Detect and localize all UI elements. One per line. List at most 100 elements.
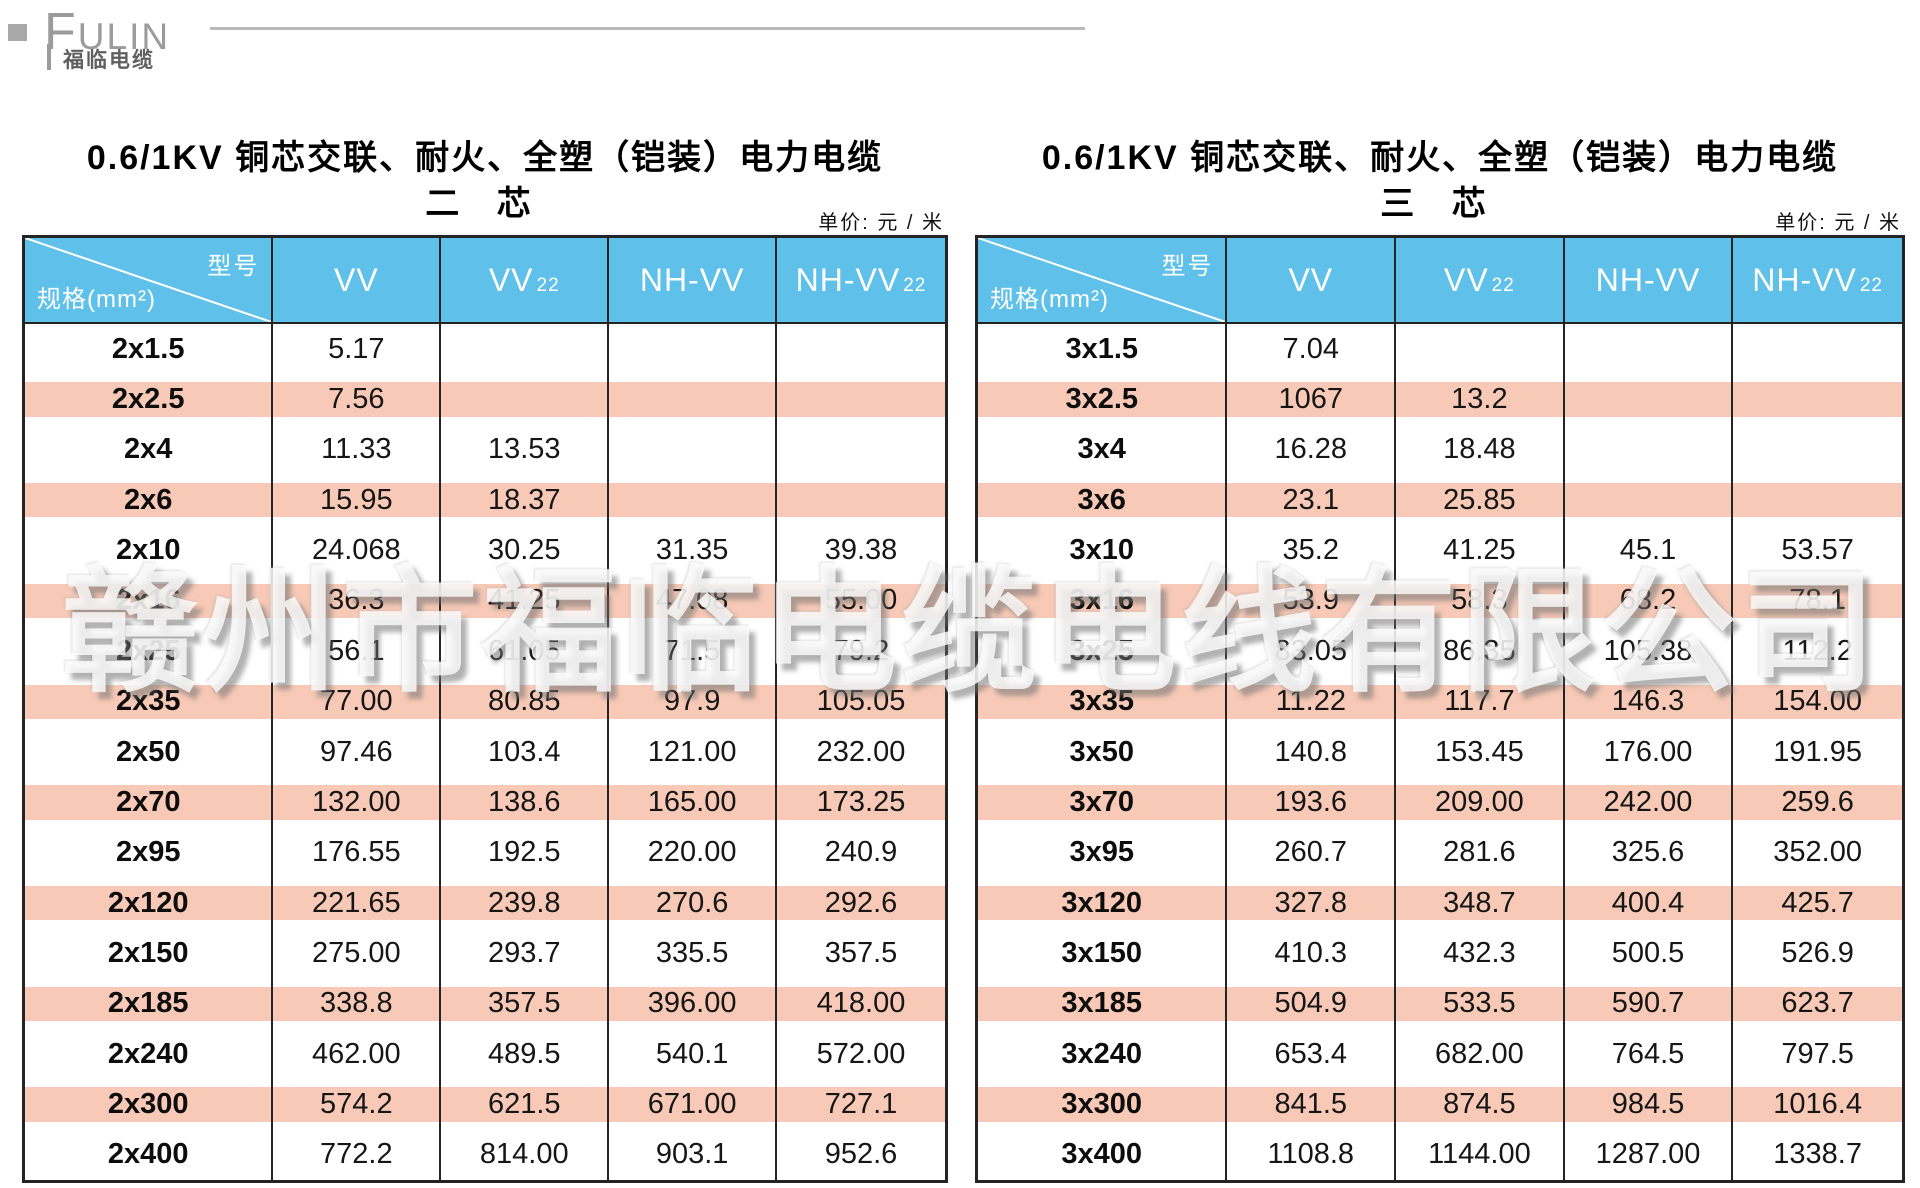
price-cell: 671.00 [609, 1079, 778, 1130]
price-cell: 5.17 [273, 324, 442, 375]
price-cell: 281.6 [1396, 827, 1565, 878]
price-cell: 146.3 [1565, 676, 1734, 727]
price-cell: 138.6 [441, 777, 610, 828]
corner-label-model: 型号 [207, 253, 260, 280]
table-row-3x1.5: 3x1.5 7.04 [978, 324, 1902, 375]
spec-cell: 3x4 [978, 424, 1228, 476]
table-row-3x4: 3x4 16.28 18.48 [978, 424, 1902, 476]
unit-price-label: 单价: 元 / 米 [1775, 212, 1901, 234]
price-cell: 772.2 [273, 1129, 442, 1181]
price-cell: 80.85 [441, 676, 610, 727]
spec-cell: 2x95 [25, 827, 274, 878]
price-cell: 357.5 [824, 936, 898, 969]
column-header-vv: VV [273, 238, 442, 322]
price-cell: 13.2 [1396, 374, 1565, 425]
price-cell: 165.00 [609, 777, 778, 828]
table-row-2x2.5: 2x2.5 7.56 [25, 374, 945, 425]
table-row-3x2.5: 3x2.5 1067 13.2 [978, 374, 1902, 425]
price-cell: 15.95 [273, 475, 442, 526]
price-cell [609, 324, 778, 375]
brand-logo-chinese: 福临电缆 [63, 49, 155, 72]
price-cell: 176.00 [1565, 726, 1734, 778]
price-cell: 259.6 [1781, 785, 1854, 818]
spec-cell: 2x300 [25, 1079, 274, 1130]
price-cell: 103.4 [441, 726, 610, 778]
spec-cell: 3x16 [978, 575, 1228, 627]
table-row-3x50: 3x50 140.8 153.45 176.00 191.95 [978, 726, 1902, 778]
price-cell: 623.7 [1781, 987, 1854, 1020]
price-cell: 112.2 [1782, 634, 1853, 667]
price-cell: 1338.7 [1773, 1138, 1862, 1171]
price-cell: 814.00 [441, 1129, 610, 1181]
price-cell: 11.33 [273, 424, 442, 476]
price-cell: 154.00 [1773, 685, 1862, 718]
price-cell: 53.9 [1227, 575, 1397, 627]
price-cell: 500.5 [1565, 928, 1734, 979]
spec-cell: 2x1.5 [25, 324, 274, 375]
price-cell: 293.7 [441, 928, 610, 979]
price-cell: 240.9 [824, 836, 898, 869]
price-cell: 270.6 [609, 877, 778, 929]
column-header-nhvv: NH-VV [1565, 238, 1734, 322]
table-row-3x300: 3x300 841.5 874.5 984.5 1016.4 [978, 1079, 1902, 1130]
price-cell: 193.6 [1227, 777, 1397, 828]
spec-cell: 3x240 [978, 1029, 1228, 1080]
price-cell: 16.28 [1227, 424, 1397, 476]
table-title: 0.6/1KV 铜芯交联、耐火、全塑（铠装）电力电缆 [86, 139, 884, 177]
price-cell: 841.5 [1227, 1079, 1397, 1130]
table-body: 3x1.5 7.04 3x2.5 1067 13.2 3x4 16.28 18.48 3x6 23… [978, 324, 1902, 1181]
price-cell: 984.5 [1565, 1079, 1734, 1130]
price-cell: 18.37 [441, 475, 610, 526]
price-cell: 764.5 [1565, 1029, 1734, 1080]
price-cell: 400.4 [1565, 877, 1734, 929]
column-header-subscript: 22 [903, 275, 927, 296]
price-cell: 590.7 [1565, 978, 1734, 1030]
table-title: 0.6/1KV 铜芯交联、耐火、全塑（铠装）电力电缆 [1041, 139, 1839, 177]
spec-cell: 3x400 [978, 1129, 1228, 1181]
price-cell: 504.9 [1227, 978, 1397, 1030]
table-row-2x70: 2x70 132.00 138.6 165.00 173.25 [25, 777, 945, 828]
price-cell [1733, 425, 1902, 475]
spec-cell: 2x35 [25, 676, 274, 727]
table-row-2x50: 2x50 97.46 103.4 121.00 232.00 [25, 726, 945, 778]
price-cell: 1144.00 [1396, 1129, 1565, 1181]
price-cell: 35.2 [1227, 525, 1397, 576]
price-cell: 176.55 [273, 827, 442, 878]
table-row-3x185: 3x185 504.9 533.5 590.7 623.7 [978, 978, 1902, 1030]
price-cell: 1287.00 [1565, 1129, 1734, 1181]
price-cell [1565, 374, 1734, 425]
brand-logo-square [8, 24, 27, 41]
price-cell: 25.85 [1396, 475, 1565, 526]
table-corner-cell: 型号 规格(mm²) [25, 238, 274, 322]
table-row-3x25: 3x25 83.05 86.35 105.38 112.2 [978, 626, 1902, 677]
price-cell: 53.57 [1781, 534, 1854, 567]
table-row-2x185: 2x185 338.8 357.5 396.00 418.00 [25, 978, 945, 1030]
price-cell [609, 424, 778, 476]
column-header-text: VV [1443, 261, 1489, 298]
price-cell: 13.53 [441, 424, 610, 476]
price-cell: 153.45 [1396, 726, 1565, 778]
column-header-subscript: 22 [536, 275, 560, 296]
spec-cell: 3x300 [978, 1079, 1228, 1130]
spec-cell: 3x10 [978, 525, 1228, 576]
price-cell [1565, 475, 1734, 526]
spec-cell: 2x150 [25, 928, 274, 979]
price-cell: 24.068 [273, 525, 442, 576]
price-cell: 653.4 [1227, 1029, 1397, 1080]
price-cell: 239.8 [441, 877, 610, 929]
price-cell: 952.6 [824, 1138, 898, 1171]
price-cell: 540.1 [609, 1029, 778, 1080]
price-cell: 78.1 [1789, 584, 1846, 617]
table-row-3x16: 3x16 53.9 58.3 68.2 78.1 [978, 575, 1902, 627]
price-cell: 192.5 [441, 827, 610, 878]
table-row-3x70: 3x70 193.6 209.00 242.00 259.6 [978, 777, 1902, 828]
price-cell: 348.7 [1396, 877, 1565, 929]
price-cell: 68.2 [1565, 575, 1734, 627]
price-cell: 36.3 [273, 575, 442, 627]
brand-logo-latin: FULIN [44, 6, 170, 58]
price-cell [1733, 475, 1902, 525]
price-cell: 1016.4 [1773, 1088, 1862, 1121]
price-cell: 232.00 [816, 735, 906, 768]
price-cell: 55.00 [824, 584, 898, 617]
price-cell: 173.25 [816, 785, 906, 818]
